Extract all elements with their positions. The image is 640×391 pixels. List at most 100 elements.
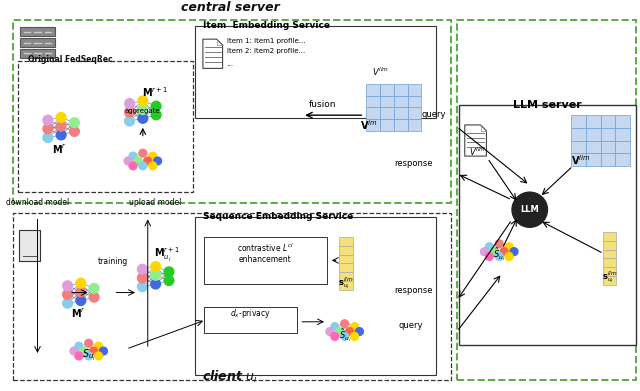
Bar — [600, 140, 616, 153]
Bar — [19, 230, 40, 261]
Circle shape — [43, 124, 52, 134]
Bar — [603, 250, 616, 258]
Circle shape — [500, 248, 508, 256]
Text: Original FedSeqRec: Original FedSeqRec — [28, 56, 112, 65]
Text: Item 1: Item1 profile...: Item 1: Item1 profile... — [227, 38, 305, 44]
Circle shape — [138, 96, 148, 106]
Bar — [339, 272, 353, 281]
Circle shape — [129, 152, 137, 160]
Bar — [586, 140, 600, 153]
Bar — [366, 96, 380, 108]
Circle shape — [151, 101, 161, 111]
Text: download model: download model — [6, 198, 69, 207]
Bar — [600, 115, 616, 128]
Circle shape — [134, 157, 142, 165]
Circle shape — [70, 347, 78, 355]
Circle shape — [151, 262, 161, 271]
Circle shape — [89, 292, 99, 302]
Circle shape — [89, 283, 99, 293]
Bar — [339, 263, 353, 272]
Bar — [18, 61, 193, 192]
Bar — [366, 108, 380, 119]
Bar — [204, 307, 298, 332]
Bar — [616, 140, 630, 153]
Circle shape — [331, 323, 339, 330]
Polygon shape — [465, 125, 486, 156]
Bar — [13, 213, 451, 380]
Bar — [380, 108, 394, 119]
Text: Item 2: Item2 profile...: Item 2: Item2 profile... — [227, 48, 305, 54]
Circle shape — [144, 157, 152, 165]
Bar — [366, 84, 380, 96]
Circle shape — [139, 162, 147, 170]
Text: ...: ... — [227, 59, 234, 68]
Circle shape — [139, 149, 147, 157]
Circle shape — [164, 276, 174, 285]
Circle shape — [125, 116, 134, 126]
Bar — [204, 237, 327, 284]
Text: aggregate: aggregate — [125, 108, 161, 114]
Circle shape — [326, 328, 334, 335]
Circle shape — [154, 157, 161, 165]
Bar — [394, 108, 408, 119]
Bar — [616, 128, 630, 140]
Circle shape — [510, 248, 518, 256]
Circle shape — [495, 253, 503, 260]
Circle shape — [481, 248, 488, 256]
Text: $\mathbf{M}^r$: $\mathbf{M}^r$ — [52, 143, 67, 156]
Text: response: response — [394, 159, 433, 168]
Circle shape — [495, 240, 503, 248]
Circle shape — [76, 296, 86, 305]
Circle shape — [76, 278, 86, 288]
Circle shape — [99, 347, 108, 355]
Text: contrastive $L^{cl}$: contrastive $L^{cl}$ — [237, 241, 293, 254]
Text: LLM: LLM — [520, 205, 539, 214]
Text: $V^{llm}$: $V^{llm}$ — [468, 146, 486, 158]
Text: $\mathbf{s}^{llm}_{u_i}$: $\mathbf{s}^{llm}_{u_i}$ — [602, 269, 618, 285]
Bar — [20, 49, 55, 58]
Text: query: query — [399, 321, 423, 330]
Bar — [13, 20, 451, 203]
Bar — [408, 119, 422, 131]
Bar — [339, 281, 353, 290]
Circle shape — [505, 243, 513, 251]
Circle shape — [75, 352, 83, 360]
Circle shape — [351, 332, 358, 340]
Bar — [339, 255, 353, 263]
Circle shape — [84, 352, 93, 360]
Circle shape — [151, 271, 161, 280]
Circle shape — [340, 332, 349, 340]
Circle shape — [43, 115, 52, 125]
Bar — [571, 128, 586, 140]
Bar — [457, 20, 636, 380]
Bar — [603, 232, 616, 241]
Bar — [600, 153, 616, 166]
Circle shape — [80, 347, 88, 355]
Text: $V^{llm}$: $V^{llm}$ — [372, 66, 389, 78]
Bar — [571, 153, 586, 166]
Circle shape — [129, 162, 137, 170]
Circle shape — [63, 290, 72, 300]
Bar — [586, 153, 600, 166]
Circle shape — [56, 113, 66, 122]
Circle shape — [151, 279, 161, 289]
Text: response: response — [394, 285, 433, 294]
Circle shape — [138, 264, 147, 274]
Text: client $u_i$: client $u_i$ — [202, 369, 259, 385]
Text: fusion: fusion — [309, 100, 337, 109]
Circle shape — [331, 332, 339, 340]
Bar — [394, 96, 408, 108]
Bar — [339, 237, 353, 246]
Circle shape — [76, 287, 86, 297]
Bar — [571, 115, 586, 128]
Circle shape — [351, 323, 358, 330]
Bar — [394, 84, 408, 96]
Bar — [394, 119, 408, 131]
Circle shape — [124, 157, 132, 165]
Circle shape — [340, 320, 349, 328]
Text: $\tilde{S}_{u_i}$: $\tilde{S}_{u_i}$ — [493, 247, 506, 263]
Circle shape — [138, 105, 148, 115]
Bar — [603, 276, 616, 285]
Text: query: query — [422, 110, 446, 119]
Bar — [20, 27, 55, 36]
